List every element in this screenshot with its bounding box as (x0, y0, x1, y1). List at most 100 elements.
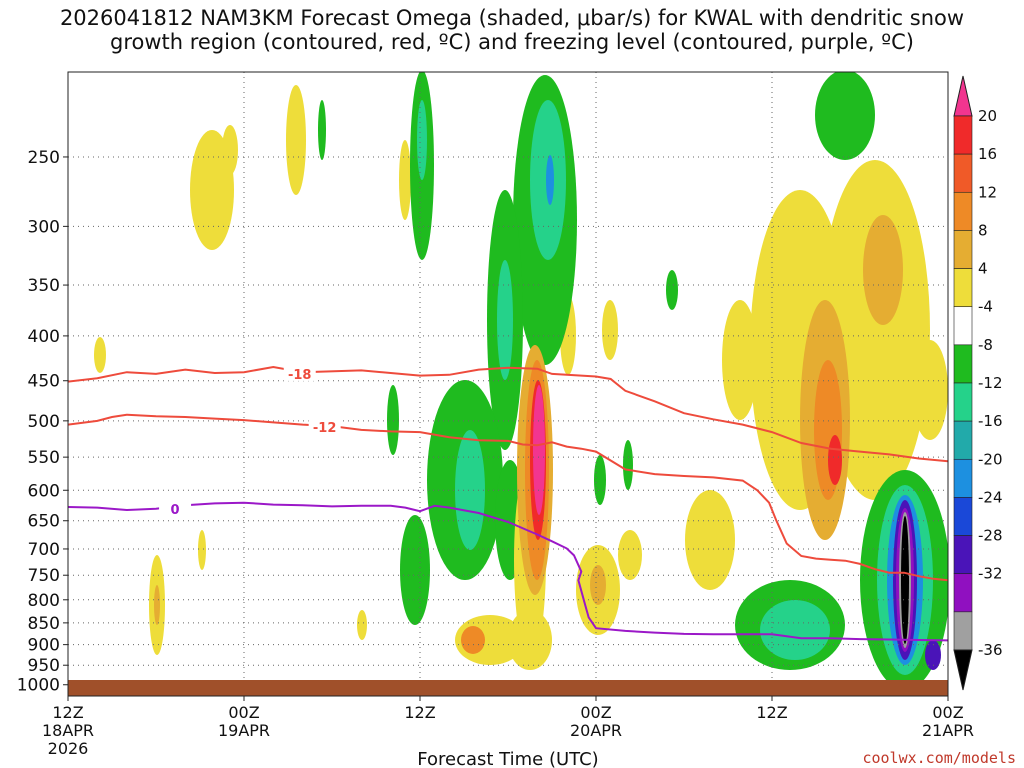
colorbar-swatch (953, 115, 973, 155)
colorbar-label: 12 (978, 183, 997, 201)
omega-region (546, 155, 554, 205)
x-tick-label: 00Z (580, 703, 611, 722)
y-tick-label: 650 (28, 512, 60, 532)
y-tick-label: 350 (28, 276, 60, 296)
omega-region (760, 600, 830, 660)
omega-region (912, 340, 948, 440)
y-tick-label: 950 (28, 656, 60, 676)
omega-region (417, 100, 427, 180)
x-tick-label: 2026 (48, 739, 89, 758)
colorbar-swatch (953, 191, 973, 231)
omega-region (318, 100, 326, 160)
y-tick-label: 300 (28, 217, 60, 237)
x-tick-label: 20APR (570, 721, 622, 740)
colorbar-label: -28 (978, 527, 1003, 545)
chart-title-line2: growth region (contoured, red, ºC) and f… (110, 30, 914, 54)
y-tick-label: 750 (28, 566, 60, 586)
x-tick-label: 21APR (922, 721, 974, 740)
colorbar-swatch (953, 611, 973, 651)
omega-region (222, 125, 238, 175)
colorbar-swatch (953, 382, 973, 422)
dgz-minus12-label: -12 (313, 421, 337, 436)
colorbar-swatch (953, 230, 973, 269)
omega-region (461, 626, 485, 654)
y-tick-label: 550 (28, 448, 60, 468)
x-tick-label: 12Z (52, 703, 83, 722)
x-tick-label: 18APR (42, 721, 94, 740)
colorbar-label: 20 (978, 107, 997, 125)
y-tick-label: 800 (28, 591, 60, 611)
omega-region (387, 385, 399, 455)
y-axis: 2503003504004505005506006507007508008509… (17, 148, 68, 696)
colorbar-label: -36 (978, 641, 1003, 659)
temperature-contours: -18 -12 0 (68, 365, 948, 642)
freezing-0-label-bg (159, 500, 192, 516)
omega-region (94, 337, 106, 373)
omega-region (815, 72, 875, 160)
omega-region (198, 530, 206, 570)
colorbar-swatch (953, 344, 973, 384)
omega-region (623, 440, 633, 490)
x-axis-title: Forecast Time (UTC) (417, 749, 598, 768)
y-tick-label: 1000 (17, 676, 60, 696)
y-tick-label: 700 (28, 540, 60, 560)
colorbar-bottom-arrow (953, 649, 973, 691)
x-tick-label: 00Z (228, 703, 259, 722)
omega-region (618, 530, 642, 580)
freezing-0-label: 0 (171, 503, 180, 518)
omega-region (400, 515, 430, 625)
colorbar-label: -8 (978, 336, 993, 354)
colorbar-label: -24 (978, 488, 1003, 506)
y-tick-label: 450 (28, 372, 60, 392)
colorbar-label: 8 (978, 221, 988, 239)
dgz-minus18-line (68, 365, 948, 463)
colorbar-label: 16 (978, 145, 997, 163)
colorbar-swatch (953, 268, 973, 308)
omega-region (685, 490, 735, 590)
y-tick-label: 400 (28, 327, 60, 347)
colorbar-label: -32 (978, 565, 1003, 583)
omega-region (602, 300, 618, 360)
omega-region (666, 270, 678, 310)
colorbar-swatch (953, 497, 973, 536)
y-tick-label: 900 (28, 636, 60, 656)
omega-region (590, 565, 606, 605)
omega-region (455, 430, 485, 550)
colorbar-label: -16 (978, 412, 1003, 430)
credit-text: coolwx.com/models (862, 749, 1016, 767)
x-tick-label: 19APR (218, 721, 270, 740)
colorbar-label: 4 (978, 260, 988, 278)
freezing-0-line (68, 501, 948, 642)
dgz-minus18-label: -18 (288, 368, 312, 383)
omega-region (357, 610, 367, 640)
omega-region (533, 385, 545, 515)
omega-region (154, 585, 160, 625)
colorbar-label: -12 (978, 374, 1003, 392)
omega-region (399, 140, 411, 220)
omega-region (901, 516, 909, 644)
colorbar-swatch (953, 420, 973, 460)
omega-region (828, 435, 842, 485)
ground-surface (68, 680, 948, 696)
y-tick-label: 850 (28, 614, 60, 634)
omega-region (497, 260, 513, 380)
omega-region (286, 85, 306, 195)
omega-region (863, 215, 903, 325)
colorbar-swatch (953, 153, 973, 193)
chart-title-line1: 2026041812 NAM3KM Forecast Omega (shaded… (59, 6, 965, 30)
x-tick-label: 12Z (404, 703, 435, 722)
colorbar: 20 16 12 8 4 -4 -8 -12 -16 -20 -24 -28 -32 -36 (953, 75, 1003, 691)
colorbar-label: -20 (978, 450, 1003, 468)
plot-frame (67, 71, 949, 697)
colorbar-swatch (953, 458, 973, 498)
x-tick-label: 12Z (756, 703, 787, 722)
omega-region (722, 300, 758, 420)
colorbar-top-arrow (953, 75, 973, 117)
omega-region (594, 455, 606, 505)
dgz-minus18-label-bg (283, 365, 316, 381)
colorbar-swatch (953, 573, 973, 613)
omega-shading (94, 72, 948, 690)
x-tick-label: 00Z (932, 703, 963, 722)
